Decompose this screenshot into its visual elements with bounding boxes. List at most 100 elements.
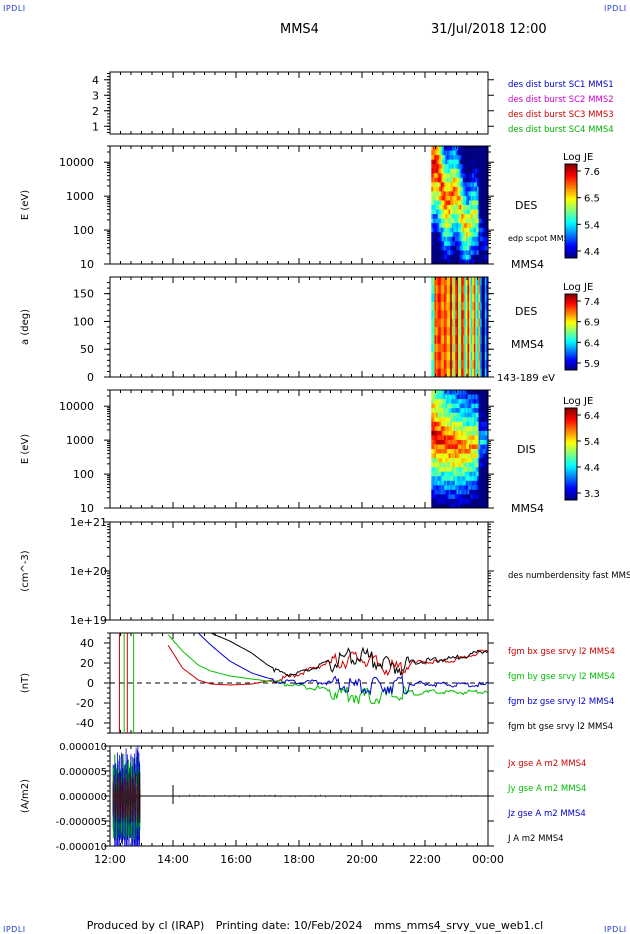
panel1-ytick-label: 4 xyxy=(92,74,99,87)
panel2-heatmap-cell xyxy=(442,150,445,156)
panel4-heatmap-cell xyxy=(459,430,462,436)
panel4-heatmap-cell xyxy=(456,426,459,432)
panel4-heatmap-cell xyxy=(464,444,467,450)
panel4-heatmap-cell xyxy=(448,421,451,427)
panel4-heatmap-cell xyxy=(443,430,446,436)
panel2-heatmap-cell xyxy=(461,159,464,165)
panel2-heatmap-cell xyxy=(470,155,473,161)
panel3-heatmap-cell xyxy=(480,360,483,370)
panel3-heatmap-cell xyxy=(437,343,440,353)
panel4-heatmap-cell xyxy=(467,485,470,491)
panel2-heatmap-cell xyxy=(465,164,468,170)
panel2-heatmap-cell xyxy=(481,209,484,215)
panel2-heatmap-cell xyxy=(476,150,479,156)
panel2-heatmap-cell xyxy=(473,214,476,220)
panel3-heatmap-cell xyxy=(458,360,461,370)
panel2-heatmap-cell xyxy=(454,159,457,165)
panel3-heatmap-cell xyxy=(481,327,484,336)
panel3-heatmap-cell xyxy=(451,293,454,303)
panel3-heatmap-cell xyxy=(481,335,484,345)
panel4-ytick-label: 1000 xyxy=(66,434,94,447)
panel2-heatmap-cell xyxy=(461,195,464,201)
panel4-heatmap-cell xyxy=(456,494,459,500)
panel2-heatmap-cell xyxy=(478,236,481,242)
panel2-heatmap-cell xyxy=(447,177,450,183)
panel4-heatmap-cell xyxy=(475,453,478,459)
panel4-heatmap-cell xyxy=(464,421,467,427)
panel2-heatmap-cell xyxy=(461,186,464,192)
panel3-heatmap-cell xyxy=(484,327,487,336)
panel2-heatmap-cell xyxy=(472,168,475,174)
panel4-heatmap-cell xyxy=(483,417,486,423)
panel4-heatmap-cell xyxy=(483,394,486,400)
panel3-heatmap-cell xyxy=(434,368,437,378)
panel2-heatmap-cell xyxy=(483,195,486,201)
panel3-label-species: DES xyxy=(515,305,537,318)
panel2-heatmap-cell xyxy=(456,155,459,161)
panel4-heatmap-cell xyxy=(434,408,437,414)
panel3-heatmap-cell xyxy=(476,318,479,328)
panel4-heatmap-cell xyxy=(480,458,483,464)
panel2-heatmap-cell xyxy=(467,168,470,174)
panel2-heatmap-cell xyxy=(448,223,451,229)
panel2-heatmap-cell xyxy=(437,250,440,256)
panel3-heatmap-cell xyxy=(475,293,478,303)
panel4-heatmap-cell xyxy=(456,471,459,477)
panel4-heatmap-cell xyxy=(484,462,487,468)
panel4-heatmap-cell xyxy=(456,408,459,414)
panel4-heatmap-cell xyxy=(462,394,465,400)
panel4-heatmap-cell xyxy=(432,449,435,454)
panel4-heatmap-cell xyxy=(436,408,438,414)
panel3-heatmap-cell xyxy=(465,368,468,378)
panel2-heatmap-cell xyxy=(442,159,445,165)
panel4-heatmap-cell xyxy=(431,480,434,486)
panel2-heatmap-cell xyxy=(470,250,473,256)
panel2-heatmap-cell xyxy=(458,227,461,233)
panel2-heatmap-cell xyxy=(454,245,457,251)
panel4-heatmap-cell xyxy=(464,462,467,468)
panel2-heatmap-cell xyxy=(451,236,454,242)
panel2-heatmap-cell xyxy=(472,254,475,260)
panel2-heatmap-cell xyxy=(476,241,479,247)
panel2-heatmap-cell xyxy=(450,254,453,260)
panel4-heatmap-cell xyxy=(470,439,473,445)
panel2-heatmap-cell xyxy=(443,195,446,201)
panel4-heatmap-cell xyxy=(450,471,453,477)
panel4-heatmap-cell xyxy=(464,498,467,504)
panel3-colorbar-cell xyxy=(565,364,577,367)
panel4-heatmap-cell xyxy=(469,421,472,427)
panel4-heatmap-cell xyxy=(481,444,484,450)
panel4-heatmap-cell xyxy=(440,458,443,464)
panel2-heatmap-cell xyxy=(480,236,483,242)
panel4-heatmap-cell xyxy=(432,458,435,464)
panel4-heatmap-cell xyxy=(481,485,484,491)
panel2-heatmap-cell xyxy=(456,164,459,170)
panel3-heatmap-cell xyxy=(448,360,451,370)
panel3-heatmap-cell xyxy=(456,318,459,328)
panel3-heatmap-cell xyxy=(432,343,435,353)
panel4-heatmap-cell xyxy=(467,444,470,450)
panel2-heatmap-cell xyxy=(461,214,464,220)
panel2-heatmap-cell xyxy=(475,245,478,251)
panel3-colorbar-cell xyxy=(565,356,577,360)
panel2-heatmap-cell xyxy=(445,232,448,238)
panel4-heatmap-cell xyxy=(469,399,472,405)
panel3-heatmap-cell xyxy=(445,302,448,311)
panel4-heatmap-cell xyxy=(454,399,457,405)
panel2-heatmap-cell xyxy=(436,155,438,161)
panel4-heatmap-cell xyxy=(437,498,440,504)
panel4-heatmap-cell xyxy=(478,498,481,504)
panel2-heatmap-cell xyxy=(476,159,479,165)
panel4-heatmap-cell xyxy=(447,412,450,418)
panel2-heatmap-cell xyxy=(445,254,448,260)
panel2-heatmap-cell xyxy=(432,200,435,206)
panel4-heatmap-cell xyxy=(472,471,475,477)
panel2-heatmap-cell xyxy=(450,227,453,233)
panel3-heatmap-cell xyxy=(467,360,470,370)
panel2-heatmap-cell xyxy=(483,236,486,242)
panel2-heatmap-cell xyxy=(472,173,475,179)
panel4-heatmap-cell xyxy=(475,394,478,400)
panel4-heatmap-cell xyxy=(470,449,473,454)
panel2-heatmap-cell xyxy=(456,236,459,242)
panel2-heatmap-cell xyxy=(469,223,472,229)
